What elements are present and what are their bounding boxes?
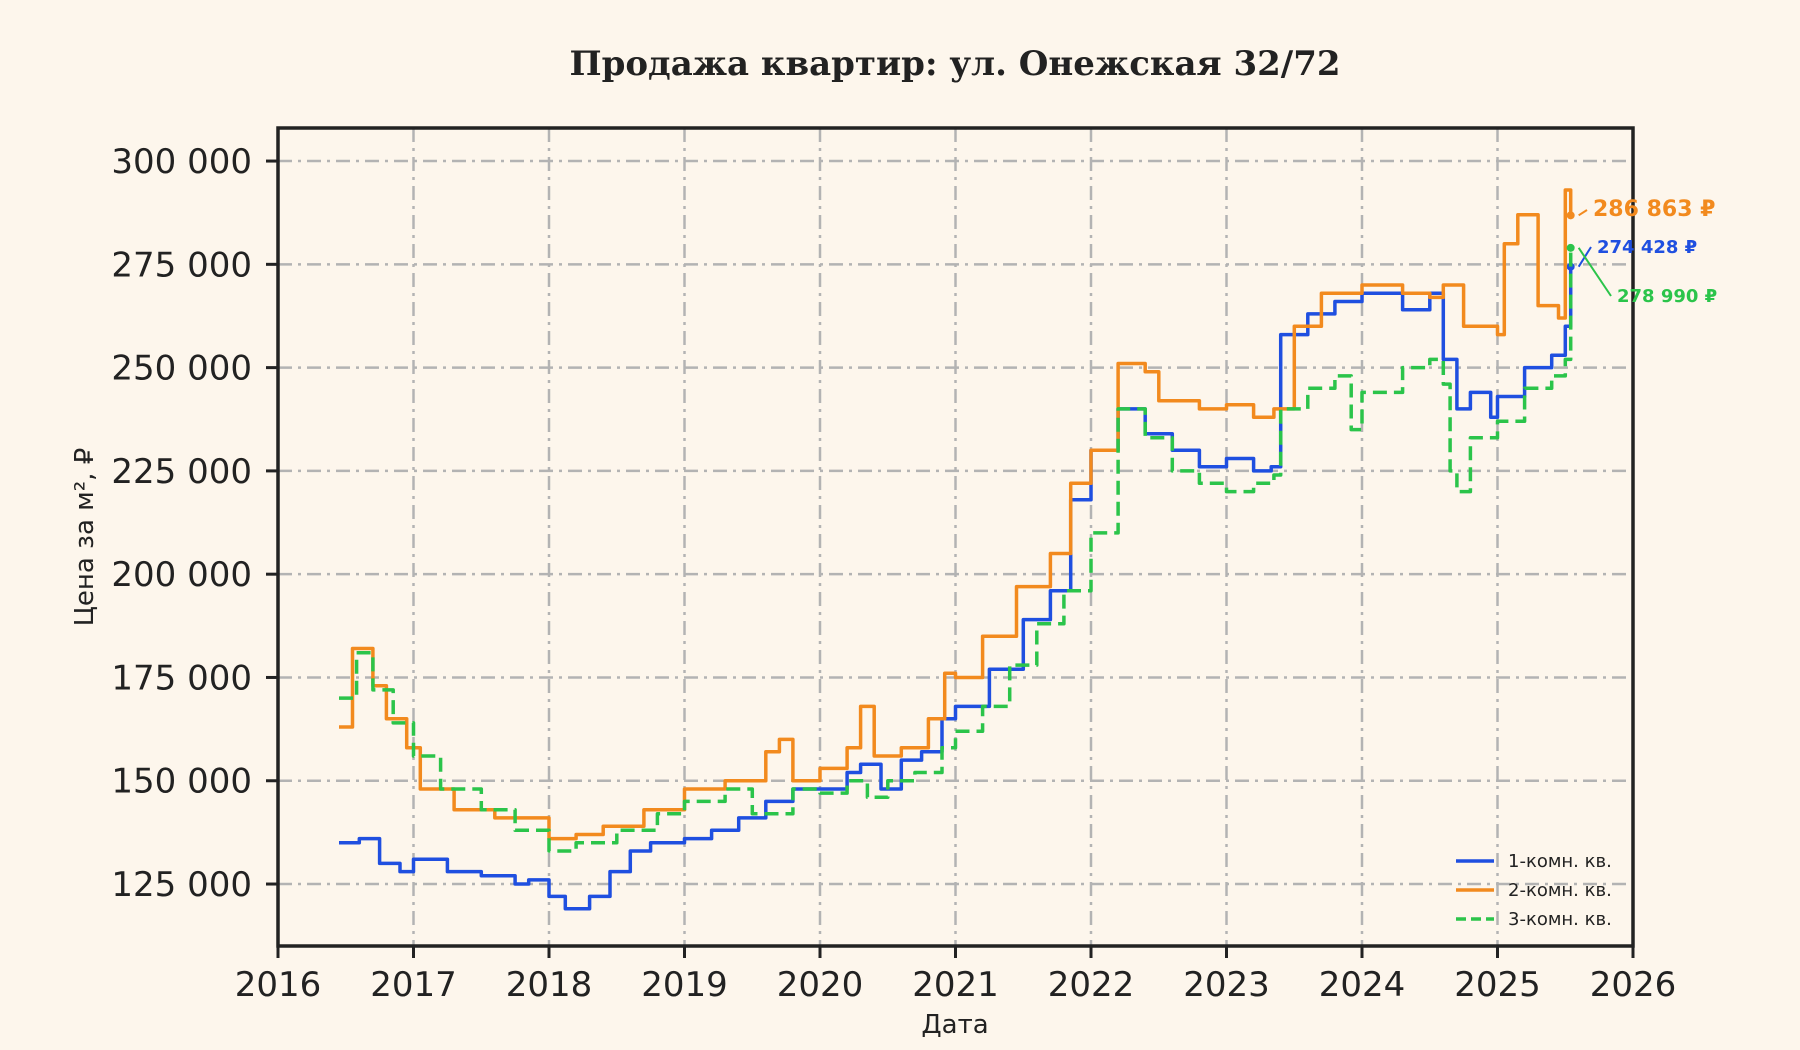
series-end-point-3	[1566, 243, 1575, 252]
y-tick-label: 275 000	[111, 245, 252, 285]
series-layer	[339, 188, 1575, 911]
x-tick-label: 2018	[506, 965, 593, 1005]
legend-label-1: 1-комн. кв.	[1508, 851, 1612, 872]
x-tick-label: 2023	[1183, 965, 1270, 1005]
y-tick-label: 250 000	[111, 349, 252, 389]
x-tick-label: 2021	[912, 965, 999, 1005]
x-tick-label: 2020	[777, 965, 864, 1005]
x-tick-label: 2026	[1590, 965, 1677, 1005]
series-end-point-1	[1566, 262, 1575, 271]
x-tick-label: 2022	[1048, 965, 1135, 1005]
grid	[276, 128, 1635, 946]
end-label-arrow-2	[1578, 209, 1588, 217]
series-end-point-2	[1566, 211, 1575, 220]
end-label-2: 286 863 ₽	[1593, 197, 1715, 222]
y-tick-label: 150 000	[111, 762, 252, 802]
legend-label-2: 2-комн. кв.	[1508, 880, 1612, 901]
x-tick-label: 2016	[235, 965, 322, 1005]
legend-label-3: 3-комн. кв.	[1508, 909, 1612, 930]
y-axis-label: Цена за м², ₽	[70, 448, 100, 627]
y-tick-label: 225 000	[111, 452, 252, 492]
x-tick-label: 2019	[641, 965, 728, 1005]
y-tick-label: 300 000	[111, 142, 252, 182]
end-labels: 274 428 ₽ 286 863 ₽ 278 990 ₽	[1577, 197, 1717, 307]
x-tick-label: 2024	[1319, 965, 1406, 1005]
x-axis-label: Дата	[921, 1010, 988, 1040]
end-label-arrow-3	[1577, 247, 1612, 297]
series-line-3	[339, 247, 1573, 853]
chart-title: Продажа квартир: ул. Онежская 32/72	[569, 44, 1340, 84]
end-label-1: 274 428 ₽	[1597, 237, 1697, 258]
y-tick-label: 175 000	[111, 658, 252, 698]
ticks: 2016 2017 2018 2019 2020 2021 2022 2023 2024 2025…	[111, 142, 1676, 1005]
x-tick-label: 2025	[1454, 965, 1541, 1005]
x-tick-label: 2017	[370, 965, 457, 1005]
y-tick-label: 200 000	[111, 555, 252, 595]
end-label-3: 278 990 ₽	[1617, 286, 1717, 307]
y-tick-label: 125 000	[111, 865, 252, 905]
legend: 1-комн. кв. 2-комн. кв. 3-комн. кв.	[1456, 851, 1612, 930]
